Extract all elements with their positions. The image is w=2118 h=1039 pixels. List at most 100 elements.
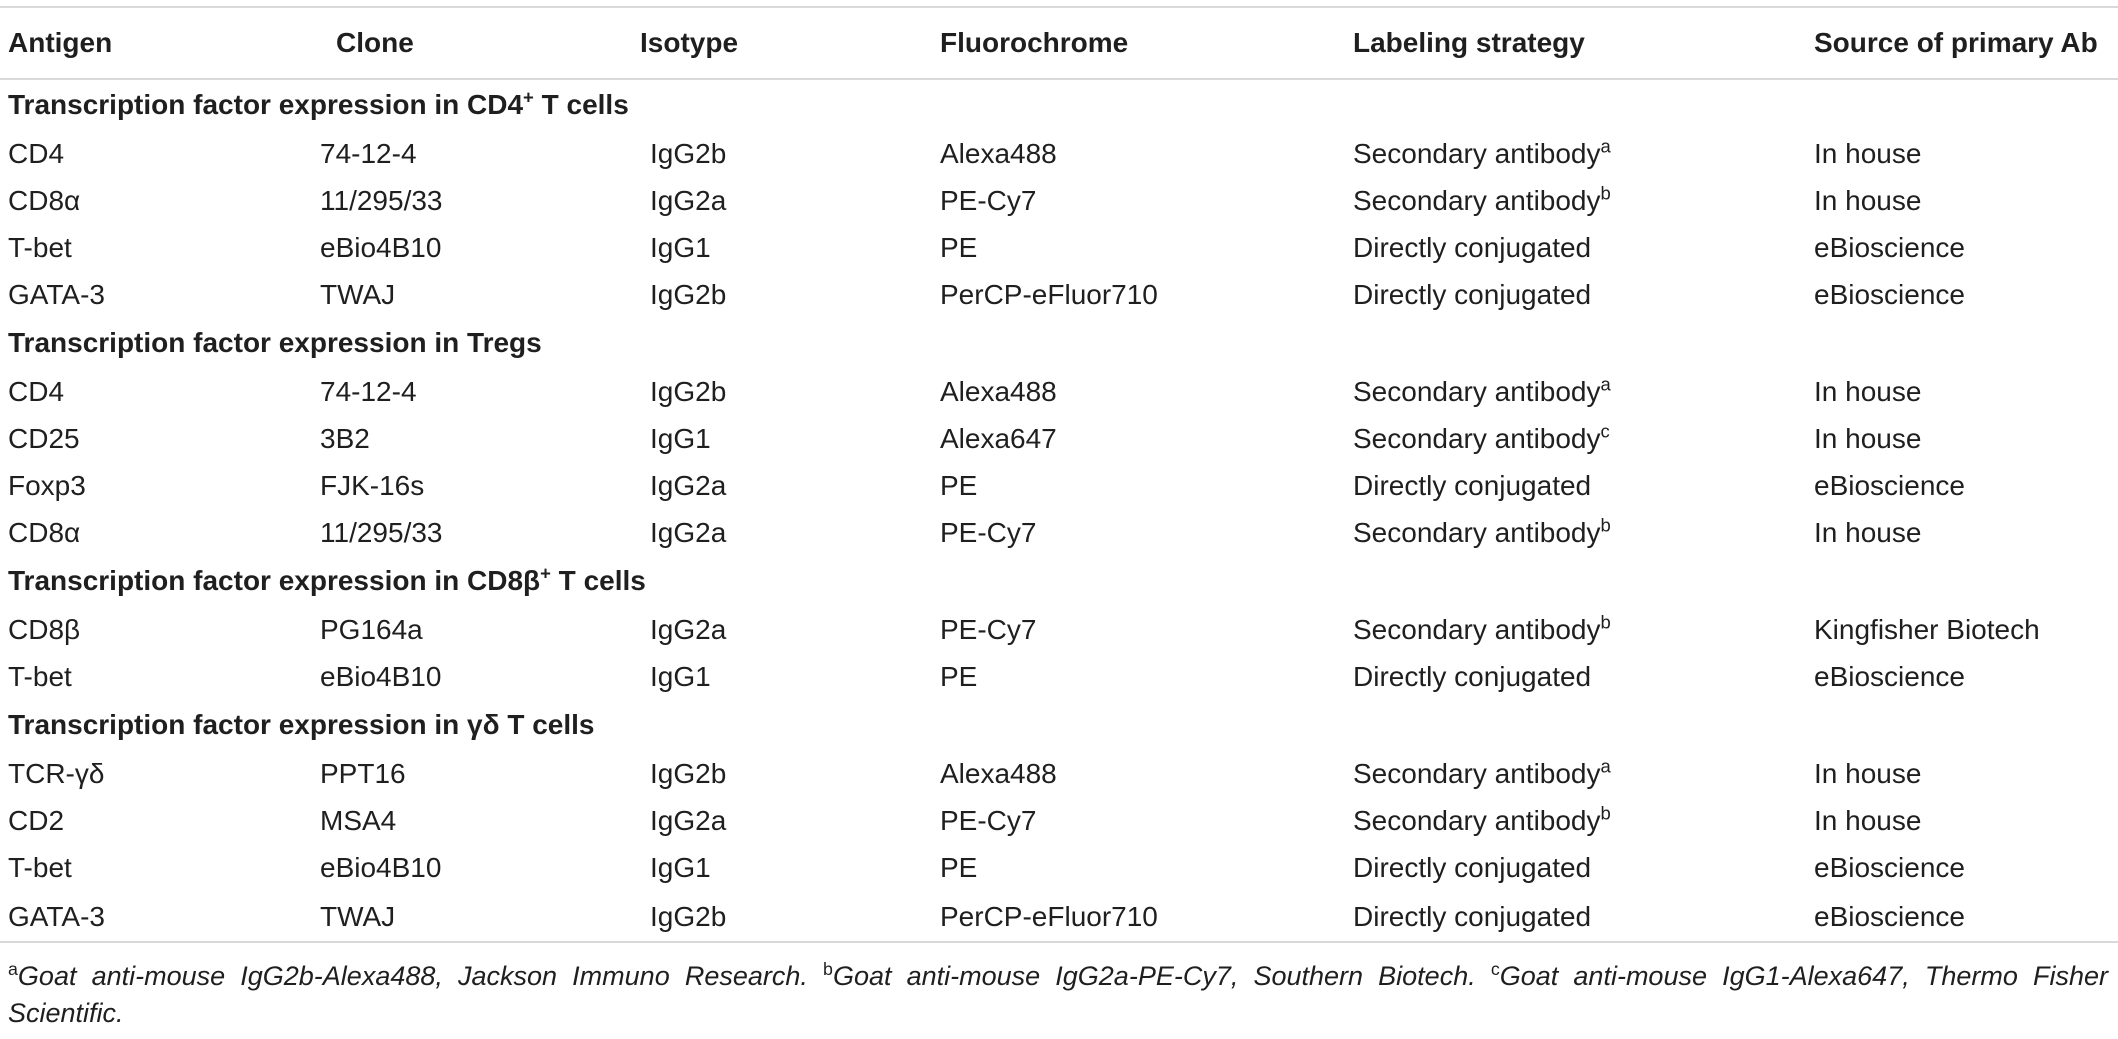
- cell-clone: 74-12-4: [320, 376, 417, 407]
- cell-labeling-strategy: Directly conjugated: [1350, 891, 1810, 943]
- cell-source: In house: [1814, 423, 1922, 454]
- cell-antigen: T-bet: [8, 852, 72, 883]
- cell-isotype: IgG1: [650, 661, 711, 692]
- cell-antigen: TCR-γδ: [8, 758, 105, 789]
- cell-fluorochrome: Alexa488: [940, 758, 1057, 789]
- table-row: CD25 3B2 IgG1 Alexa647 Secondary antibodyc In…: [0, 415, 2118, 462]
- cell-isotype: IgG2a: [650, 185, 727, 216]
- cell-fluorochrome: Alexa488: [940, 376, 1057, 407]
- table-row: T-bet eBio4B10 IgG1 PE Directly conjugated eB…: [0, 844, 2118, 891]
- cell-clone: TWAJ: [320, 279, 396, 310]
- table-row: CD8β PG164a IgG2a PE-Cy7 Secondary antibodyb…: [0, 606, 2118, 653]
- cell-source: eBioscience: [1814, 232, 1965, 263]
- cell-labeling-strategy: Secondary antibodyb: [1353, 611, 1611, 645]
- cell-clone: 74-12-4: [320, 138, 417, 169]
- table-footnote: aGoat anti-mouse IgG2b-Alexa488, Jackson…: [8, 958, 2108, 1032]
- cell-fluorochrome: PE-Cy7: [940, 517, 1037, 548]
- cell-fluorochrome: Alexa488: [940, 138, 1057, 169]
- cell-labeling-strategy: Secondary antibodya: [1353, 135, 1611, 169]
- cell-labeling-strategy: Directly conjugated: [1353, 470, 1592, 501]
- section-title: Transcription factor expression in Tregs: [8, 327, 542, 358]
- cell-source: eBioscience: [1814, 470, 1965, 501]
- antibody-table-container: Antigen Clone Isotype Fluorochrome Label…: [0, 6, 2118, 943]
- section-header-row: Transcription factor expression in CD8β+…: [0, 556, 2118, 606]
- cell-isotype: IgG2a: [650, 470, 727, 501]
- cell-source: In house: [1814, 185, 1922, 216]
- cell-source: eBioscience: [1814, 661, 1965, 692]
- table-header: Antigen Clone Isotype Fluorochrome Label…: [0, 7, 2118, 79]
- cell-fluorochrome: PE: [940, 232, 978, 263]
- cell-isotype: IgG1: [650, 423, 711, 454]
- cell-clone: 3B2: [320, 423, 370, 454]
- table-row: T-bet eBio4B10 IgG1 PE Directly conjugated eB…: [0, 224, 2118, 271]
- antibody-table: Antigen Clone Isotype Fluorochrome Label…: [0, 6, 2118, 943]
- cell-isotype: IgG2b: [480, 891, 930, 943]
- table-row: Foxp3 FJK-16s IgG2a PE Directly conjugated eB…: [0, 462, 2118, 509]
- cell-antigen: T-bet: [8, 232, 72, 263]
- section-title: Transcription factor expression in CD4+ …: [8, 86, 629, 120]
- header-source: Source of primary Ab: [1814, 27, 2098, 58]
- cell-antigen: Foxp3: [8, 470, 86, 501]
- footnote-text: Goat anti-mouse IgG2a-PE-Cy7, Southern B…: [832, 961, 1476, 991]
- cell-source: In house: [1814, 758, 1922, 789]
- cell-labeling-strategy: Directly conjugated: [1353, 232, 1592, 263]
- section-title: Transcription factor expression in γδ T …: [8, 709, 595, 740]
- cell-fluorochrome: Alexa647: [940, 423, 1057, 454]
- cell-source: In house: [1814, 138, 1922, 169]
- cell-source: eBioscience: [1814, 852, 1965, 883]
- cell-source: In house: [1814, 805, 1922, 836]
- cell-labeling-strategy: Secondary antibodyb: [1353, 802, 1611, 836]
- cell-isotype: IgG2b: [650, 279, 727, 310]
- cell-source: eBioscience: [1814, 279, 1965, 310]
- cell-isotype: IgG2a: [650, 614, 727, 645]
- table-row: CD2 MSA4 IgG2a PE-Cy7 Secondary antibodyb In …: [0, 797, 2118, 844]
- cell-source: In house: [1814, 376, 1922, 407]
- cell-clone: MSA4: [320, 805, 397, 836]
- cell-labeling-strategy: Directly conjugated: [1353, 852, 1592, 883]
- cell-source: In house: [1814, 517, 1922, 548]
- footnote-text: Goat anti-mouse IgG2b-Alexa488, Jackson …: [17, 961, 808, 991]
- footnote-mark: b: [823, 959, 833, 979]
- cell-fluorochrome: PerCP-eFluor710: [940, 279, 1158, 310]
- table-row: CD8α 11/295/33 IgG2a PE-Cy7 Secondary antibo…: [0, 509, 2118, 556]
- cell-isotype: IgG2a: [650, 805, 727, 836]
- cell-antigen: CD8α: [8, 517, 81, 548]
- cell-isotype: IgG2a: [650, 517, 727, 548]
- table-row: GATA-3 TWAJ IgG2b PerCP-eFluor710 Directly c…: [0, 891, 2118, 943]
- cell-source: eBioscience: [1810, 891, 2118, 943]
- header-isotype: Isotype: [640, 27, 739, 58]
- footnote-text: Goat anti-mouse IgG1-Alexa647, Thermo Fi…: [8, 961, 2108, 1028]
- footnote-mark: a: [8, 959, 18, 979]
- section-header-row: Transcription factor expression in Tregs: [0, 318, 2118, 368]
- cell-fluorochrome: PE: [940, 661, 978, 692]
- header-clone: Clone: [336, 27, 414, 58]
- cell-clone: PG164a: [320, 614, 423, 645]
- cell-antigen: T-bet: [8, 661, 72, 692]
- table-row: CD4 74-12-4 IgG2b Alexa488 Secondary antibod…: [0, 130, 2118, 177]
- cell-clone: 11/295/33: [320, 185, 443, 216]
- header-antigen: Antigen: [8, 27, 113, 58]
- cell-clone: eBio4B10: [320, 232, 442, 263]
- cell-antigen: CD4: [8, 376, 65, 407]
- cell-isotype: IgG2b: [650, 376, 727, 407]
- cell-labeling-strategy: Directly conjugated: [1353, 279, 1592, 310]
- cell-clone: eBio4B10: [320, 661, 442, 692]
- table-row: CD8α 11/295/33 IgG2a PE-Cy7 Secondary antibo…: [0, 177, 2118, 224]
- cell-source: Kingfisher Biotech: [1814, 614, 2040, 645]
- cell-antigen: CD2: [8, 805, 65, 836]
- table-row: T-bet eBio4B10 IgG1 PE Directly conjugated eB…: [0, 653, 2118, 700]
- cell-fluorochrome: PerCP-eFluor710: [930, 891, 1350, 943]
- cell-clone: TWAJ: [270, 891, 480, 943]
- cell-isotype: IgG1: [650, 852, 711, 883]
- cell-labeling-strategy: Secondary antibodya: [1353, 373, 1611, 407]
- cell-antigen: CD8α: [8, 185, 81, 216]
- table-body: Transcription factor expression in CD4+ …: [0, 79, 2118, 943]
- cell-fluorochrome: PE-Cy7: [940, 185, 1037, 216]
- cell-clone: FJK-16s: [320, 470, 425, 501]
- table-row: TCR-γδ PPT16 IgG2b Alexa488 Secondary antibo…: [0, 750, 2118, 797]
- cell-isotype: IgG2b: [650, 138, 727, 169]
- header-row: Antigen Clone Isotype Fluorochrome Label…: [0, 7, 2118, 79]
- cell-clone: PPT16: [320, 758, 406, 789]
- cell-fluorochrome: PE-Cy7: [940, 805, 1037, 836]
- cell-labeling-strategy: Secondary antibodyb: [1353, 182, 1611, 216]
